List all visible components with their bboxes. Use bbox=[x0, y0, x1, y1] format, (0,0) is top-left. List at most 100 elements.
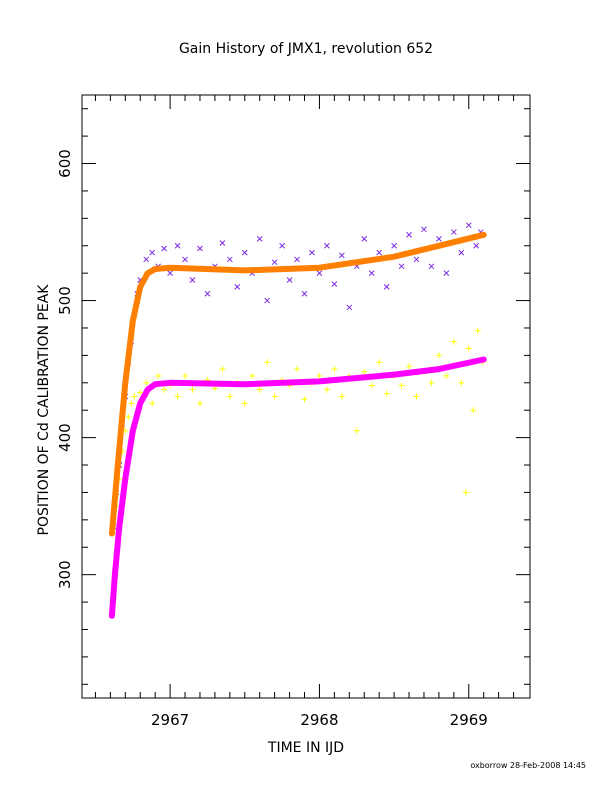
data-point-series-1 bbox=[383, 390, 390, 397]
data-point-series-1 bbox=[406, 363, 413, 370]
data-point-series-0 bbox=[473, 242, 480, 249]
data-point-series-1 bbox=[316, 372, 323, 379]
data-point-series-0 bbox=[413, 256, 420, 263]
data-point-series-1 bbox=[398, 382, 405, 389]
data-point-series-1 bbox=[161, 386, 168, 393]
data-point-series-0 bbox=[167, 270, 173, 277]
data-point-series-0 bbox=[256, 236, 263, 242]
data-point-series-0 bbox=[338, 252, 345, 259]
data-point-series-0 bbox=[324, 242, 330, 249]
data-point-series-1 bbox=[413, 393, 420, 400]
data-point-series-0 bbox=[189, 277, 196, 283]
x-tick-label-0: 2967 bbox=[151, 711, 189, 729]
data-point-series-0 bbox=[204, 290, 211, 297]
data-point-series-0 bbox=[376, 249, 383, 256]
data-point-series-0 bbox=[346, 304, 353, 311]
data-point-series-0 bbox=[264, 297, 271, 304]
data-point-series-0 bbox=[219, 240, 226, 246]
data-point-series-1 bbox=[338, 393, 345, 400]
data-point-series-1 bbox=[458, 379, 465, 386]
data-point-series-1 bbox=[155, 372, 162, 379]
data-point-series-0 bbox=[234, 284, 241, 290]
data-point-series-1 bbox=[465, 345, 472, 352]
data-point-series-1 bbox=[131, 393, 138, 400]
y-tick-label-3: 600 bbox=[56, 149, 74, 178]
data-point-series-1 bbox=[125, 414, 132, 421]
plot-frame bbox=[81, 94, 531, 699]
data-point-series-1 bbox=[264, 359, 271, 366]
data-point-series-0 bbox=[458, 249, 465, 256]
data-point-series-0 bbox=[361, 236, 368, 242]
data-point-series-0 bbox=[428, 263, 435, 270]
data-point-series-1 bbox=[256, 386, 263, 393]
data-point-series-0 bbox=[398, 263, 405, 270]
data-point-series-0 bbox=[197, 245, 203, 252]
data-point-series-1 bbox=[271, 393, 278, 400]
data-point-series-1 bbox=[137, 389, 144, 396]
data-point-series-0 bbox=[294, 256, 300, 263]
y-tick-label-0: 300 bbox=[56, 560, 74, 589]
data-point-series-0 bbox=[174, 242, 181, 249]
data-point-series-0 bbox=[182, 256, 188, 263]
data-point-series-1 bbox=[450, 338, 457, 345]
fit-curves bbox=[108, 231, 487, 619]
data-point-series-0 bbox=[406, 231, 412, 238]
data-point-series-0 bbox=[465, 222, 472, 229]
y-tick-label-1: 400 bbox=[56, 423, 74, 452]
data-point-series-1 bbox=[331, 366, 338, 373]
data-point-series-1 bbox=[196, 400, 203, 407]
data-point-series-1 bbox=[443, 372, 450, 379]
fit-curve-1 bbox=[108, 356, 487, 619]
y-tick-label-2: 500 bbox=[56, 286, 74, 315]
y-axis-label: POSITION OF Cd CALIBRATION PEAK bbox=[36, 284, 52, 536]
data-point-series-1 bbox=[474, 327, 481, 334]
x-tick-label-1: 2968 bbox=[300, 711, 338, 729]
data-point-series-0 bbox=[331, 281, 338, 287]
data-point-series-0 bbox=[301, 290, 308, 297]
data-point-series-1 bbox=[143, 379, 150, 386]
chart-title: Gain History of JMX1, revolution 652 bbox=[179, 41, 433, 57]
footer-credit: oxborrow 28-Feb-2008 14:45 bbox=[470, 761, 586, 770]
data-point-series-1 bbox=[226, 393, 233, 400]
data-point-series-0 bbox=[279, 242, 285, 249]
data-point-series-1 bbox=[428, 379, 435, 386]
data-point-series-1 bbox=[353, 427, 360, 434]
axis-ticks: 2967 2968 2969 300 400 500 600 bbox=[56, 95, 530, 729]
data-point-series-1 bbox=[323, 386, 330, 393]
data-point-series-1 bbox=[128, 400, 135, 407]
data-point-series-0 bbox=[450, 229, 457, 235]
data-point-series-0 bbox=[149, 249, 156, 256]
data-point-series-1 bbox=[174, 393, 181, 400]
data-point-series-0 bbox=[241, 249, 248, 256]
data-point-series-0 bbox=[391, 242, 397, 249]
data-point-series-0 bbox=[443, 270, 450, 277]
data-point-series-1 bbox=[189, 386, 196, 393]
data-point-series-0 bbox=[383, 284, 390, 290]
data-point-series-1 bbox=[219, 366, 226, 373]
x-tick-label-2: 2969 bbox=[450, 711, 488, 729]
data-point-series-0 bbox=[143, 256, 150, 263]
data-point-series-0 bbox=[436, 236, 442, 242]
data-point-series-0 bbox=[286, 277, 293, 283]
data-point-series-1 bbox=[368, 382, 375, 389]
fit-curve-0 bbox=[108, 231, 487, 537]
data-point-series-0 bbox=[309, 249, 315, 256]
data-point-series-1 bbox=[294, 366, 301, 373]
data-point-series-1 bbox=[376, 359, 383, 366]
data-point-series-1 bbox=[462, 489, 469, 496]
data-point-series-0 bbox=[161, 245, 167, 252]
data-point-series-0 bbox=[421, 226, 427, 233]
data-point-series-1 bbox=[301, 396, 308, 403]
data-point-series-0 bbox=[226, 256, 233, 263]
data-point-series-1 bbox=[149, 400, 156, 407]
data-point-series-0 bbox=[316, 270, 323, 277]
data-point-series-1 bbox=[470, 407, 477, 414]
data-point-series-0 bbox=[368, 270, 375, 277]
data-point-series-0 bbox=[271, 259, 278, 266]
data-point-series-1 bbox=[361, 368, 368, 375]
data-point-series-1 bbox=[435, 352, 442, 359]
data-point-series-1 bbox=[241, 400, 248, 407]
x-axis-label: TIME IN IJD bbox=[267, 740, 344, 756]
data-point-series-1 bbox=[249, 372, 256, 379]
